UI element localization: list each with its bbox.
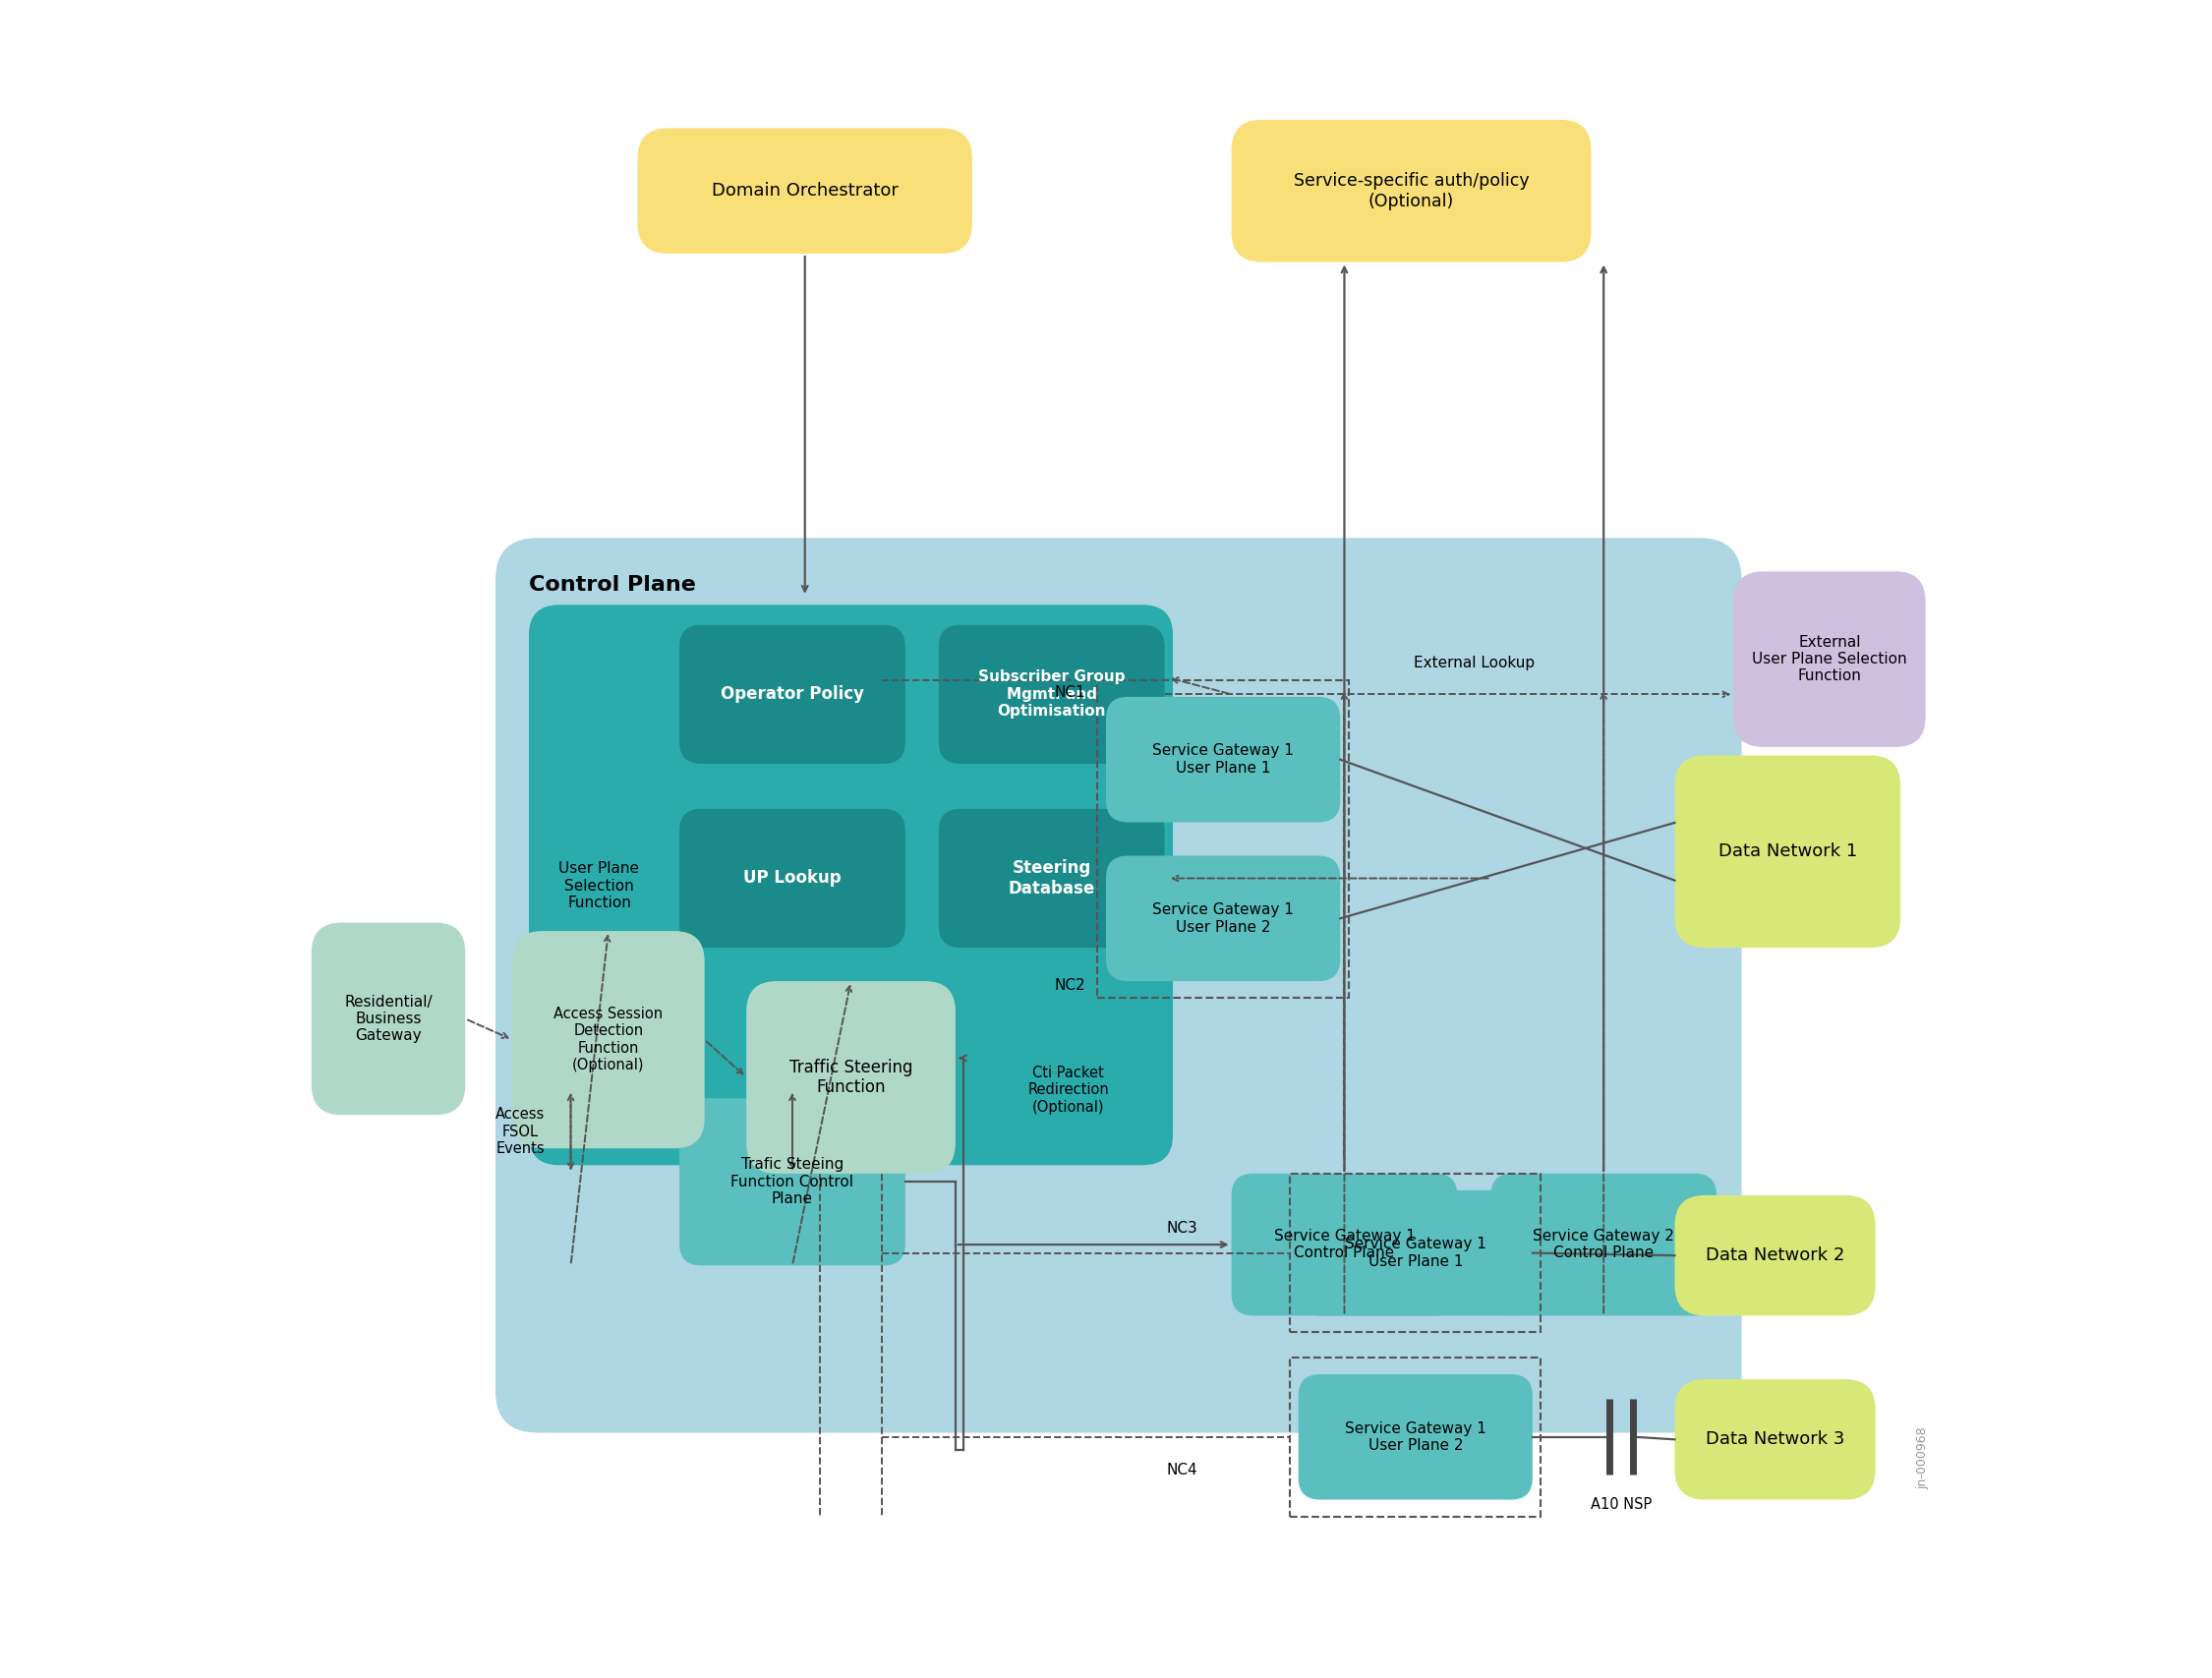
Text: NC3: NC3 xyxy=(1166,1220,1199,1235)
Text: External
User Plane Selection
Function: External User Plane Selection Function xyxy=(1752,634,1907,683)
FancyBboxPatch shape xyxy=(679,809,905,948)
Text: Service Gateway 1
User Plane 2: Service Gateway 1 User Plane 2 xyxy=(1152,903,1294,935)
FancyBboxPatch shape xyxy=(1674,1195,1876,1316)
Text: Service-specific auth/policy
(Optional): Service-specific auth/policy (Optional) xyxy=(1294,171,1528,210)
Text: NC2: NC2 xyxy=(1055,978,1086,993)
FancyBboxPatch shape xyxy=(637,128,973,253)
Text: Service Gateway 1
User Plane 2: Service Gateway 1 User Plane 2 xyxy=(1345,1421,1486,1453)
Text: A10 NSP: A10 NSP xyxy=(1590,1497,1652,1512)
Text: Trafic Steeing
Function Control
Plane: Trafic Steeing Function Control Plane xyxy=(730,1158,854,1206)
FancyBboxPatch shape xyxy=(938,624,1164,763)
Text: UP Lookup: UP Lookup xyxy=(743,869,841,888)
FancyBboxPatch shape xyxy=(1106,856,1340,982)
Text: Data Network 3: Data Network 3 xyxy=(1705,1431,1845,1448)
Text: Traffic Steering
Function: Traffic Steering Function xyxy=(790,1059,914,1096)
Text: NC4: NC4 xyxy=(1168,1463,1199,1478)
FancyBboxPatch shape xyxy=(1232,1173,1458,1316)
Text: Cti Packet
Redirection
(Optional): Cti Packet Redirection (Optional) xyxy=(1029,1066,1108,1114)
FancyBboxPatch shape xyxy=(495,539,1741,1433)
FancyBboxPatch shape xyxy=(1298,1374,1533,1500)
Text: Operator Policy: Operator Policy xyxy=(721,686,865,703)
Text: Residential/
Business
Gateway: Residential/ Business Gateway xyxy=(345,995,434,1044)
Text: Subscriber Group
Mgmt. and
Optimisation: Subscriber Group Mgmt. and Optimisation xyxy=(978,670,1126,718)
FancyBboxPatch shape xyxy=(513,931,706,1148)
FancyBboxPatch shape xyxy=(679,1097,905,1265)
Text: Data Network 1: Data Network 1 xyxy=(1719,842,1858,861)
Text: Data Network 2: Data Network 2 xyxy=(1705,1247,1845,1264)
FancyBboxPatch shape xyxy=(529,604,1172,1165)
FancyBboxPatch shape xyxy=(1674,1379,1876,1500)
FancyBboxPatch shape xyxy=(1298,1190,1533,1316)
FancyBboxPatch shape xyxy=(1491,1173,1717,1316)
FancyBboxPatch shape xyxy=(1674,755,1900,948)
FancyBboxPatch shape xyxy=(312,923,465,1114)
FancyBboxPatch shape xyxy=(745,982,956,1173)
Text: NC1: NC1 xyxy=(1055,685,1086,700)
Text: jn-000968: jn-000968 xyxy=(1916,1426,1929,1488)
Text: Service Gateway 1
User Plane 1: Service Gateway 1 User Plane 1 xyxy=(1345,1237,1486,1269)
FancyBboxPatch shape xyxy=(1734,572,1927,747)
Text: Control Plane: Control Plane xyxy=(529,576,697,594)
Text: Steering
Database: Steering Database xyxy=(1009,859,1095,898)
Text: User Plane
Selection
Function: User Plane Selection Function xyxy=(560,861,639,909)
FancyBboxPatch shape xyxy=(1232,119,1590,262)
FancyBboxPatch shape xyxy=(938,809,1164,948)
FancyBboxPatch shape xyxy=(679,624,905,763)
Text: Service Gateway 1
Control Plane: Service Gateway 1 Control Plane xyxy=(1274,1228,1416,1260)
Text: Access Session
Detection
Function
(Optional): Access Session Detection Function (Optio… xyxy=(553,1007,664,1072)
FancyBboxPatch shape xyxy=(1106,696,1340,822)
Text: Access
FSOL
Events: Access FSOL Events xyxy=(495,1107,544,1156)
Text: External Lookup: External Lookup xyxy=(1413,656,1535,671)
Text: Service Gateway 1
User Plane 1: Service Gateway 1 User Plane 1 xyxy=(1152,743,1294,775)
Text: Service Gateway 2
Control Plane: Service Gateway 2 Control Plane xyxy=(1533,1228,1674,1260)
Text: Domain Orchestrator: Domain Orchestrator xyxy=(712,181,898,200)
